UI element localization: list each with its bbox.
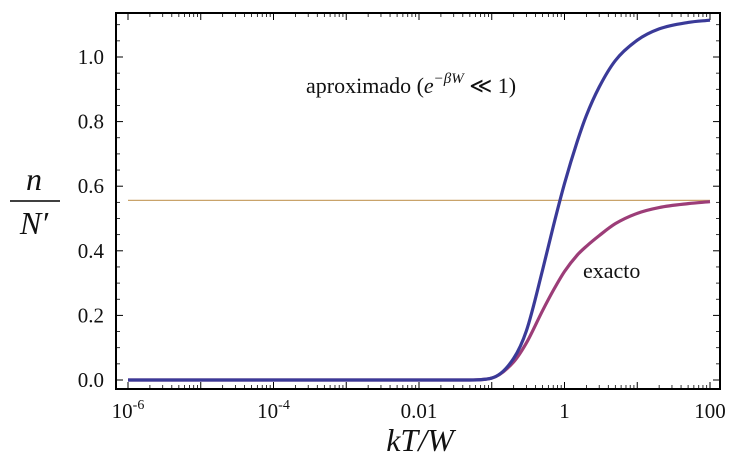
y-tick-label: 0.8 bbox=[78, 110, 104, 134]
x-axis-label: kT/W bbox=[386, 422, 457, 458]
annotation-exacto: exacto bbox=[583, 258, 640, 283]
y-tick-label: 0.6 bbox=[78, 174, 104, 198]
x-tick-label: 10-4 bbox=[257, 398, 290, 423]
y-tick-label: 0.2 bbox=[78, 303, 104, 327]
plot-frame bbox=[115, 12, 721, 390]
y-tick-label: 0.0 bbox=[78, 368, 104, 392]
axis-tick-labels: 10-6 10-4 0.01 1 100 0.0 0.2 0.4 0.6 0.8 1.0 bbox=[78, 45, 726, 423]
series-layer bbox=[127, 18, 711, 382]
x-tick-label: 10-6 bbox=[112, 398, 145, 423]
series-line-exacto bbox=[127, 200, 711, 382]
y-tick-label: 0.4 bbox=[78, 239, 105, 263]
axis-ticks bbox=[116, 13, 720, 389]
y-tick-label: 1.0 bbox=[78, 45, 104, 69]
y-axis-label-denominator: N′ bbox=[19, 205, 49, 241]
series-line-aproximado bbox=[127, 18, 711, 382]
x-tick-label: 1 bbox=[559, 399, 570, 423]
annotation-aproximado: aproximado (e−βW ≪ 1) bbox=[306, 71, 516, 98]
x-tick-label: 0.01 bbox=[401, 399, 438, 423]
y-axis-label: n N′ bbox=[10, 161, 60, 241]
x-tick-label: 100 bbox=[694, 399, 726, 423]
y-axis-label-numerator: n bbox=[26, 161, 42, 197]
